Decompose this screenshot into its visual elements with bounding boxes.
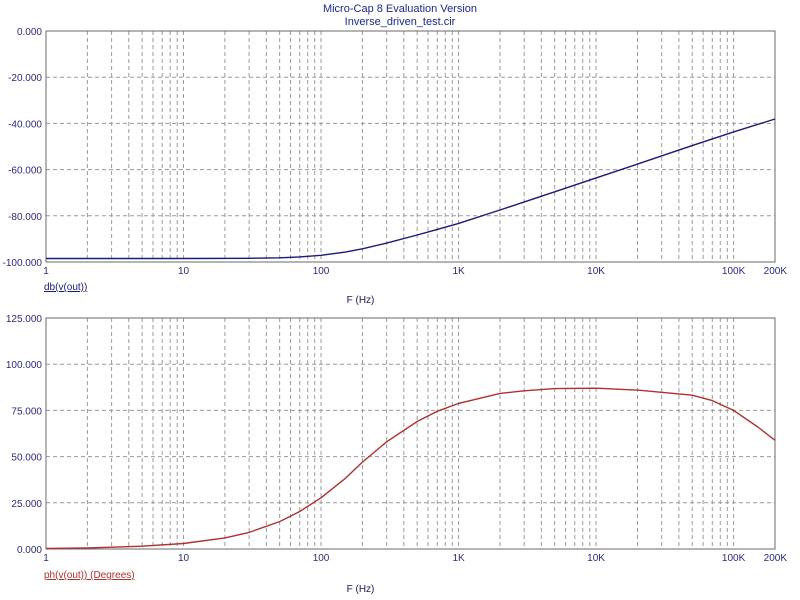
top-y-tick-label: -80.000 <box>8 212 42 223</box>
top-y-tick-label: -20.000 <box>8 73 42 84</box>
top-x-tick-label: 10K <box>587 266 605 277</box>
bottom-x-tick-label: 100K <box>722 553 746 564</box>
bottom-y-tick-label: 125.000 <box>6 314 43 325</box>
top-y-tick-label: -100.000 <box>3 258 43 269</box>
top-plot-frame <box>45 30 776 263</box>
bottom-y-tick-label: 75.000 <box>11 406 42 417</box>
bottom-y-tick-label: 25.000 <box>11 499 42 510</box>
top-x-tick-label: 1K <box>452 266 465 277</box>
top-y-axis-label: db(v(out)) <box>44 282 87 293</box>
top-y-tick-label: -40.000 <box>8 119 42 130</box>
bottom-plot-frame <box>45 317 776 550</box>
app-title: Micro-Cap 8 Evaluation Version <box>322 3 478 15</box>
bottom-y-tick-label: 50.000 <box>11 453 42 464</box>
bottom-x-tick-label: 10K <box>587 553 605 564</box>
bottom-x-tick-label: 10 <box>178 553 190 564</box>
file-name: Inverse_driven_test.cir <box>344 16 456 28</box>
top-y-tick-label: -60.000 <box>8 166 42 177</box>
top-x-tick-label: 1 <box>43 266 49 277</box>
top-x-tick-label: 10 <box>178 266 190 277</box>
top-x-tick-label: 200K <box>764 266 788 277</box>
top-chart: 0.000 -20.000 -40.000 -60.000 -80.000 -100.00… <box>3 27 788 306</box>
bottom-x-tick-label: 1 <box>43 553 49 564</box>
bottom-y-tick-label: 100.000 <box>6 360 43 371</box>
bottom-x-tick-label: 1K <box>452 553 465 564</box>
bottom-x-tick-label: 100 <box>313 553 330 564</box>
bottom-x-tick-label: 200K <box>764 553 788 564</box>
top-x-tick-label: 100K <box>722 266 746 277</box>
bottom-y-tick-label: 0.000 <box>17 545 42 556</box>
top-y-tick-label: 0.000 <box>17 27 42 38</box>
top-series-line <box>46 118 776 260</box>
bottom-series-line <box>45 387 776 550</box>
top-x-tick-label: 100 <box>313 266 330 277</box>
bottom-y-axis-label: ph(v(out)) (Degrees) <box>44 570 135 581</box>
bottom-x-axis-label: F (Hz) <box>347 584 375 595</box>
top-x-axis-label: F (Hz) <box>347 295 375 306</box>
